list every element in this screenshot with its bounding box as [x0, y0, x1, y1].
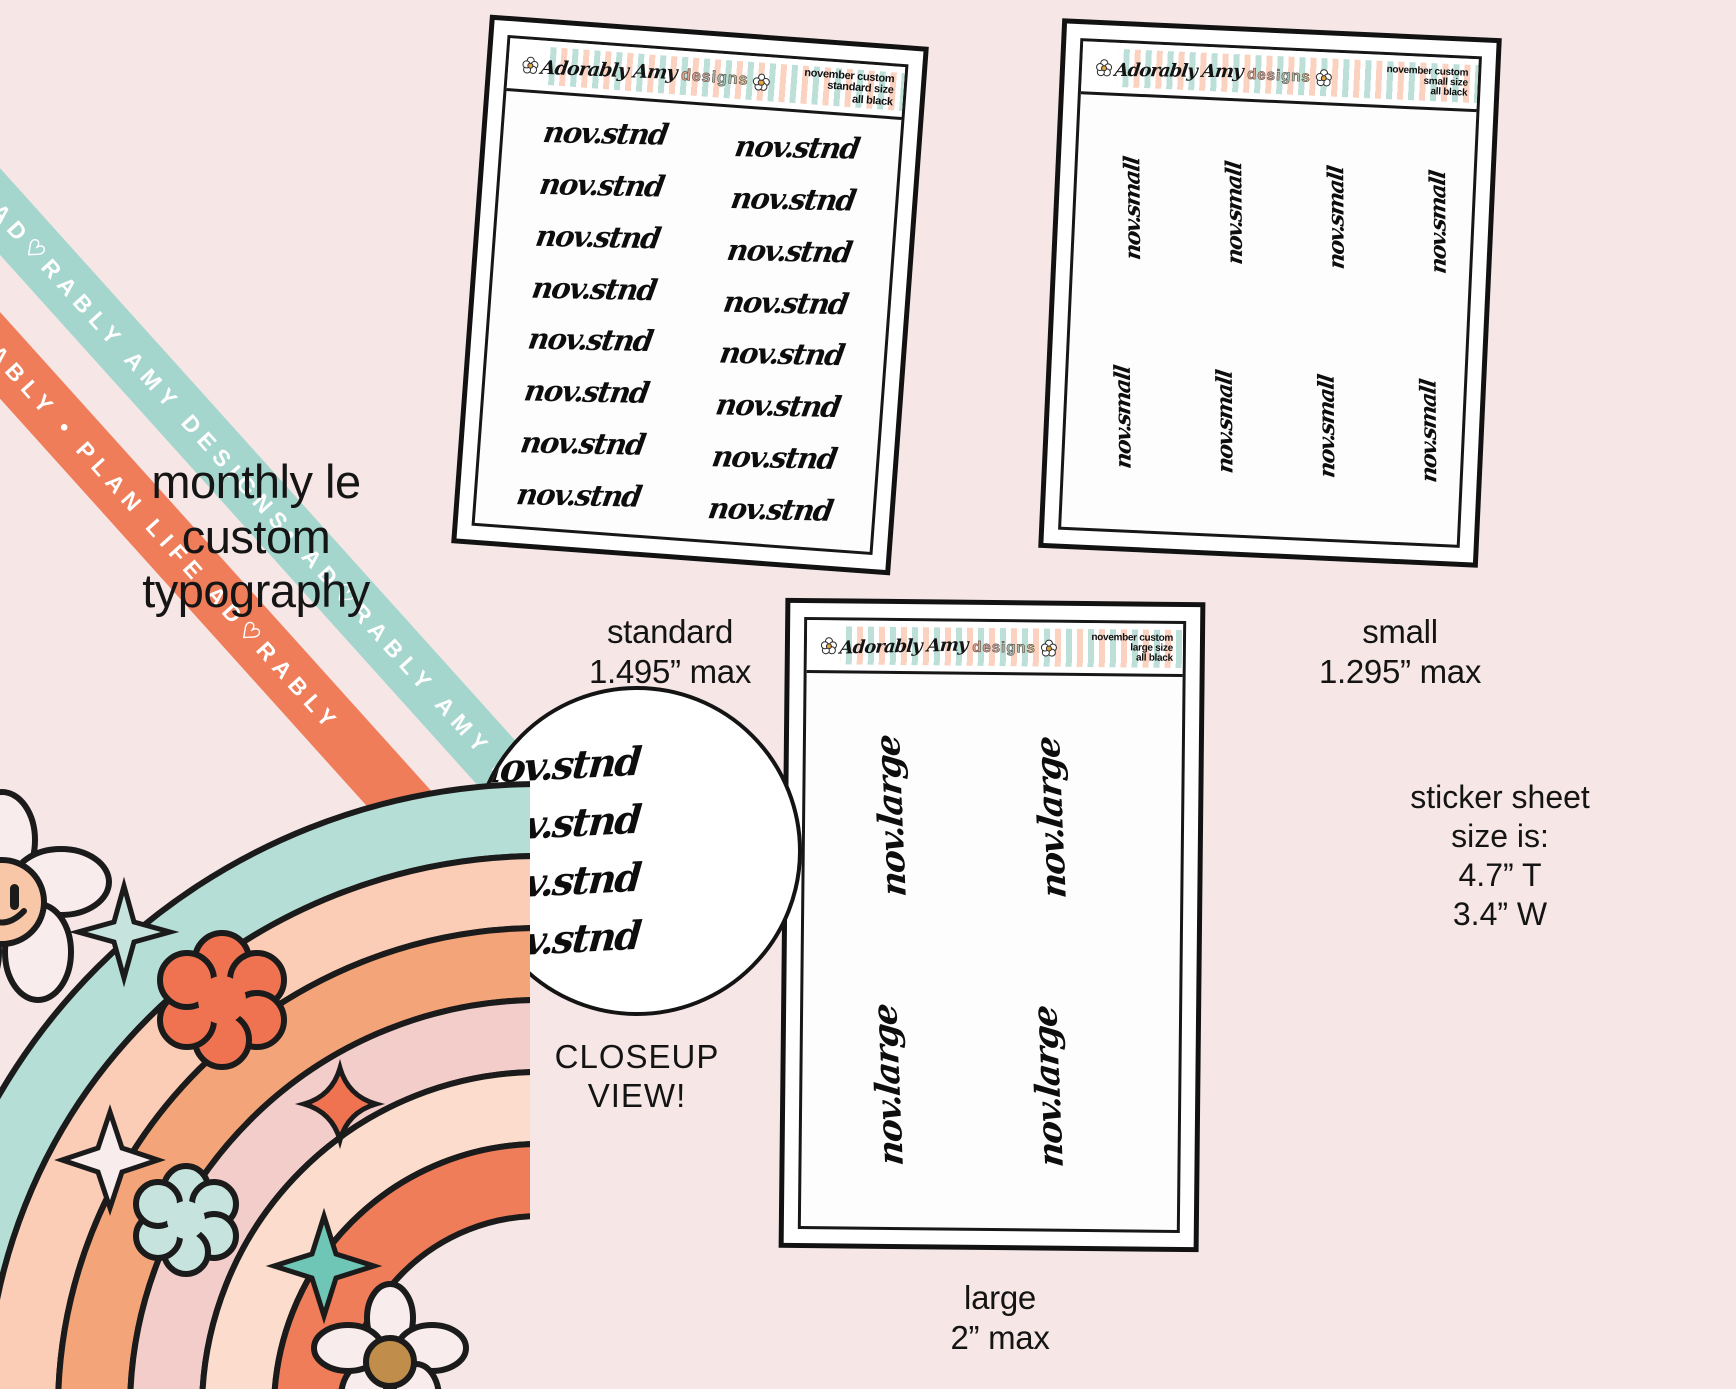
sticker-grid-large: nov.largenov.largenov.largenov.largenov.…	[801, 673, 1183, 1230]
sticker: nov.stnd	[724, 232, 854, 270]
smiley-daisy-icon	[0, 789, 112, 1003]
sticker: nov.stnd	[728, 180, 858, 218]
sticker: nov.small	[1415, 378, 1443, 484]
teal-flower-icon	[133, 1163, 239, 1277]
caption-large: large 2” max	[950, 1279, 1050, 1356]
daisy-icon	[752, 73, 770, 91]
sticker: nov.stnd	[514, 477, 644, 514]
sheet-inner: Adorably Amy designs november custom smal…	[1058, 38, 1482, 548]
sticker: nov.stnd	[518, 425, 648, 462]
brand-sub: designs	[680, 66, 750, 89]
sticker: nov.large	[865, 1003, 912, 1168]
sheet-header: Adorably Amy designs november custom larg…	[806, 620, 1184, 677]
sheet-inner: Adorably Amy designs november custom stan…	[471, 34, 909, 556]
sheet-label: november custom small size all black	[1386, 63, 1469, 99]
sticker: nov.small	[1221, 160, 1249, 267]
sticker-grid-standard: nov.stnd nov.stnd nov.stnd nov.stnd nov.stnd…	[475, 91, 902, 552]
sticker: nov.stnd	[713, 387, 843, 425]
page-title: monthly le custom typography	[142, 455, 370, 618]
daisy-icon	[1040, 639, 1058, 657]
brand-sub: designs	[1246, 65, 1312, 86]
brand-name: Adorably Amy	[1113, 59, 1244, 82]
sticker: nov.large	[1028, 735, 1076, 900]
sparkle-icon	[54, 1104, 166, 1216]
sticker: nov.stnd	[541, 115, 671, 152]
sticker: nov.stnd	[705, 491, 836, 528]
sheet-label: november custom standard size all black	[803, 66, 895, 108]
sticker: nov.small	[1425, 170, 1452, 276]
daisy-icon	[820, 637, 838, 655]
daisy-icon	[1095, 59, 1113, 77]
sticker: nov.stnd	[522, 373, 652, 411]
sheet-inner: Adorably Amy designs november custom larg…	[797, 617, 1187, 1233]
sticker: nov.stnd	[525, 322, 655, 359]
sticker: nov.large	[1025, 1004, 1073, 1169]
orange-flower-icon	[157, 930, 287, 1070]
sparkle-icon	[68, 876, 180, 988]
sheet-label: november custom large size all black	[1091, 631, 1174, 665]
sticker: nov.stnd	[529, 270, 659, 307]
brand-logo: Adorably Amy designs	[807, 634, 1058, 659]
caption-standard: standard 1.495” max	[588, 613, 752, 690]
daisy-icon	[1315, 69, 1333, 87]
caption-closeup: CLOSEUP VIEW!	[554, 1038, 720, 1114]
sticker: nov.stnd	[533, 218, 663, 256]
sticker: nov.small	[1119, 156, 1147, 262]
sticker: nov.large	[867, 733, 915, 898]
sticker: nov.small	[1109, 364, 1137, 470]
brand-name: Adorably Amy	[838, 634, 969, 659]
sticker: nov.small	[1323, 165, 1350, 271]
sticker: nov.stnd	[537, 166, 667, 204]
sticker: nov.stnd	[709, 439, 839, 477]
caption-small: small 1.295” max	[1318, 613, 1482, 690]
daisy-icon	[521, 56, 540, 74]
sparkle-icon	[265, 1207, 383, 1325]
sticker: nov.stnd	[732, 129, 862, 166]
sticker-sheet-small[interactable]: Adorably Amy designs november custom smal…	[1038, 18, 1502, 568]
sparkle-icon	[294, 1058, 386, 1150]
sticker: nov.stnd	[717, 336, 847, 373]
sticker-grid-small: nov.small nov.small nov.small nov.small nov.…	[1061, 94, 1476, 545]
brand-sub: designs	[972, 638, 1037, 656]
sticker-sheet-large[interactable]: Adorably Amy designs november custom larg…	[778, 597, 1206, 1253]
sticker: nov.small	[1313, 373, 1341, 480]
rainbow-illustration	[0, 781, 530, 1389]
white-daisy-icon	[311, 1281, 469, 1389]
sheet-size-note: sticker sheet size is: 4.7” T 3.4” W	[1410, 779, 1590, 933]
sticker: nov.small	[1211, 369, 1239, 475]
sticker-sheet-standard[interactable]: Adorably Amy designs november custom stan…	[451, 14, 929, 576]
sticker: nov.stnd	[721, 284, 851, 321]
